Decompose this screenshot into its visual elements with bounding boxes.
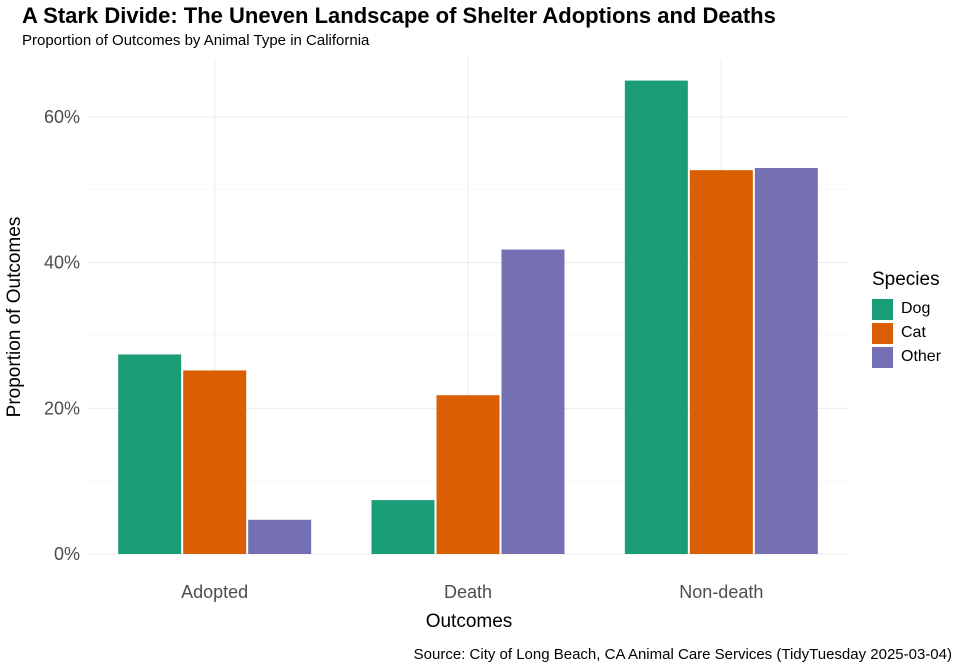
y-axis-label: Proportion of Outcomes bbox=[4, 217, 25, 418]
bar-adopted-other bbox=[248, 519, 312, 554]
bar-death-cat bbox=[436, 395, 500, 554]
legend-label-cat: Cat bbox=[901, 324, 926, 341]
chart-title: A Stark Divide: The Uneven Landscape of … bbox=[22, 3, 776, 28]
legend-title: Species bbox=[872, 269, 940, 290]
legend-swatch-other bbox=[872, 346, 893, 368]
bar-non-death-dog bbox=[624, 80, 688, 554]
legend-label-other: Other bbox=[901, 348, 942, 365]
y-tick-label: 40% bbox=[44, 253, 80, 273]
legend-swatch-cat bbox=[872, 322, 893, 344]
y-tick-label: 20% bbox=[44, 398, 80, 418]
bars bbox=[118, 80, 818, 554]
legend-item-cat: Cat bbox=[872, 321, 941, 345]
legend-item-other: Other bbox=[872, 345, 941, 369]
x-tick-label-non-death: Non-death bbox=[679, 582, 763, 602]
chart-subtitle: Proportion of Outcomes by Animal Type in… bbox=[22, 32, 370, 49]
x-tick-label-adopted: Adopted bbox=[181, 582, 248, 602]
x-tick-labels: Adopted Death Non-death bbox=[181, 582, 763, 602]
legend-label-dog: Dog bbox=[901, 300, 931, 317]
legend-item-dog: Dog bbox=[872, 297, 941, 321]
legend-swatch-dog bbox=[872, 298, 893, 320]
y-tick-labels: 0% 20% 40% 60% bbox=[44, 107, 80, 564]
bar-adopted-cat bbox=[183, 370, 247, 554]
bar-non-death-other bbox=[754, 167, 818, 554]
legend: Species Dog Cat Other bbox=[872, 269, 941, 369]
source-caption: Source: City of Long Beach, CA Animal Ca… bbox=[413, 646, 952, 663]
bar-death-dog bbox=[371, 500, 435, 554]
bar-non-death-cat bbox=[689, 170, 753, 554]
y-tick-label: 0% bbox=[54, 544, 80, 564]
bar-death-other bbox=[501, 249, 565, 554]
y-tick-label: 60% bbox=[44, 107, 80, 127]
x-tick-label-death: Death bbox=[444, 582, 492, 602]
x-axis-label: Outcomes bbox=[426, 611, 513, 632]
bar-adopted-dog bbox=[118, 354, 182, 554]
